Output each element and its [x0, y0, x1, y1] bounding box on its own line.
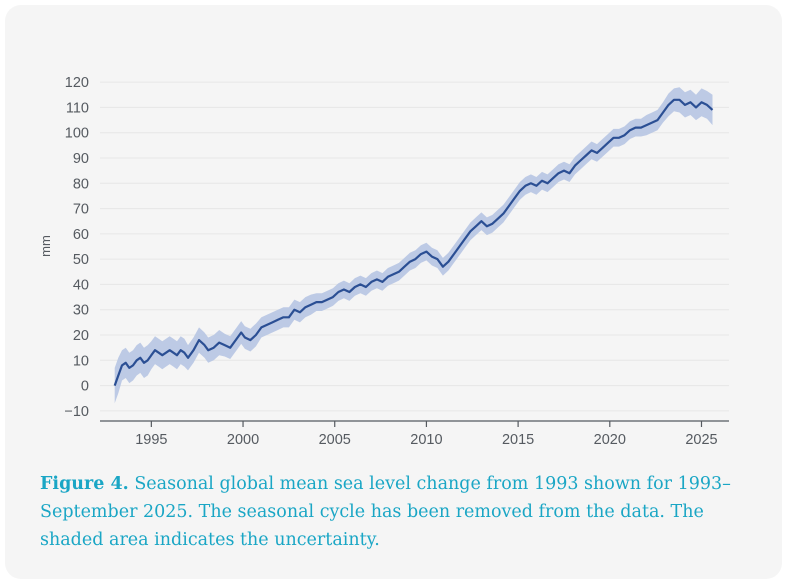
y-tick-label: 40	[73, 277, 89, 293]
y-tick-label: 60	[73, 227, 89, 243]
y-tick-label: 110	[66, 100, 89, 116]
x-tick-label: 2005	[319, 432, 351, 448]
y-tick-label: 100	[65, 126, 89, 142]
x-tick-label: 2020	[594, 432, 626, 448]
figure-caption: Figure 4. Seasonal global mean sea level…	[40, 470, 740, 554]
uncertainty-band	[114, 87, 713, 404]
figure-card	[5, 5, 782, 579]
x-tick-label: 2025	[685, 432, 717, 448]
x-tick-label: 2015	[502, 432, 534, 448]
y-tick-label: 50	[73, 252, 89, 268]
y-tick-label: 120	[65, 75, 89, 91]
x-tick-label: 2000	[227, 432, 259, 448]
y-axis-label: mm	[38, 235, 53, 257]
caption-text: Seasonal global mean sea level change fr…	[40, 474, 731, 550]
y-tick-label: 0	[81, 379, 89, 395]
y-tick-label: 10	[73, 353, 89, 369]
y-tick-label: −10	[64, 404, 89, 420]
x-tick-label: 1995	[135, 432, 167, 448]
y-tick-label: 70	[73, 202, 89, 218]
axis-ticks: −10 0 10 20 30 40 50 60 70 80 90 100 110 120 1995 2000 2…	[64, 75, 717, 448]
y-tick-label: 20	[73, 328, 89, 344]
y-tick-label: 80	[73, 176, 89, 192]
y-tick-label: 90	[73, 151, 89, 167]
sea-level-line	[113, 98, 714, 386]
y-tick-label: 30	[73, 303, 89, 319]
grid-lines	[100, 81, 729, 412]
figure-label: Figure 4.	[40, 474, 129, 494]
x-tick-label: 2010	[410, 432, 442, 448]
